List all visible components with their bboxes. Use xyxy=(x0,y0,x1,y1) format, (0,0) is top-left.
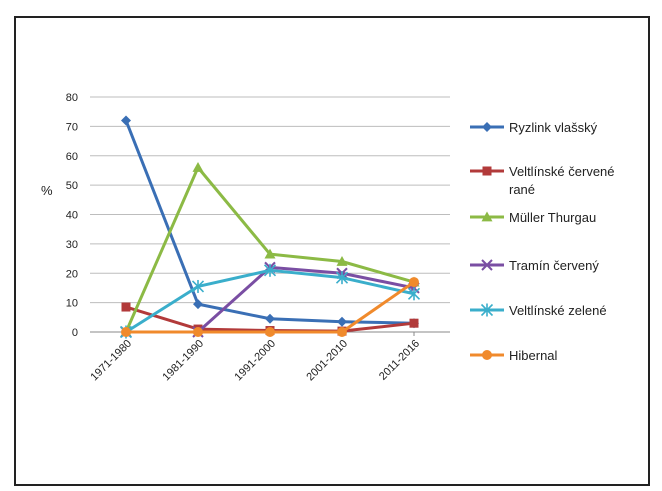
data-point xyxy=(193,327,203,337)
legend-label: Veltlínské zelené xyxy=(509,303,607,318)
legend-item: Veltlínské zelené xyxy=(470,303,607,318)
series-line xyxy=(124,119,415,325)
data-point xyxy=(121,327,131,337)
legend-marker xyxy=(482,166,492,176)
data-point xyxy=(336,256,348,266)
legend-marker xyxy=(481,211,493,222)
data-point xyxy=(121,115,131,126)
y-tick-label: 10 xyxy=(66,298,78,310)
x-tick-label: 2011-2016 xyxy=(377,338,422,383)
axes: 0 10 20 30 40 50 60 70 80 1971-1980 1981-1990 1991-… xyxy=(66,92,422,383)
x-tick-label: 1981-1990 xyxy=(160,338,206,384)
legend-label: rané xyxy=(509,182,535,197)
chart-frame xyxy=(14,16,650,486)
legend-marker xyxy=(482,350,492,360)
data-point xyxy=(337,316,347,327)
legend-item: Tramín červený xyxy=(470,258,599,273)
data-point xyxy=(121,302,131,312)
y-tick-label: 50 xyxy=(66,180,78,192)
legend-label: Veltlínské červené xyxy=(509,164,615,179)
data-point xyxy=(337,327,347,337)
data-point xyxy=(407,287,421,301)
legend-marker xyxy=(480,303,494,317)
series-5 xyxy=(121,277,419,337)
y-tick-label: 70 xyxy=(66,121,78,133)
data-point xyxy=(193,299,203,310)
x-tick-label: 2001-2010 xyxy=(304,338,350,384)
legend-item: Veltlínské červené rané xyxy=(470,164,615,197)
legend-marker xyxy=(482,122,492,132)
series-line xyxy=(126,280,415,334)
data-point xyxy=(264,248,276,259)
legend-label: Hibernal xyxy=(509,348,558,363)
legend: Ryzlink vlašský Veltlínské červené rané Mül… xyxy=(470,120,615,363)
data-point xyxy=(265,313,275,324)
legend-item: Ryzlink vlašský xyxy=(470,120,598,135)
y-tick-label: 20 xyxy=(66,268,78,280)
legend-label: Müller Thurgau xyxy=(509,210,596,225)
y-tick-label: 40 xyxy=(66,210,78,222)
data-point xyxy=(409,277,419,288)
legend-label: Tramín červený xyxy=(509,258,599,273)
data-point xyxy=(409,318,419,328)
y-tick-label: 80 xyxy=(66,92,78,104)
y-tick-label: 30 xyxy=(66,239,78,251)
data-point xyxy=(265,327,275,337)
y-axis-label: % xyxy=(41,183,53,198)
series-0 xyxy=(121,115,419,329)
data-point xyxy=(191,279,205,293)
y-tick-label: 60 xyxy=(66,151,78,163)
data-point xyxy=(192,162,204,172)
legend-label: Ryzlink vlašský xyxy=(509,120,598,135)
gridlines xyxy=(90,96,450,333)
series-lines xyxy=(119,115,421,339)
x-tick-label: 1971-1980 xyxy=(88,338,134,384)
data-point xyxy=(263,263,277,277)
y-tick-label: 0 xyxy=(72,327,78,339)
legend-item: Müller Thurgau xyxy=(470,210,596,225)
legend-item: Hibernal xyxy=(470,348,558,363)
x-tick-label: 1991-2000 xyxy=(232,338,278,384)
legend-marker xyxy=(481,259,493,271)
data-point xyxy=(335,271,349,285)
